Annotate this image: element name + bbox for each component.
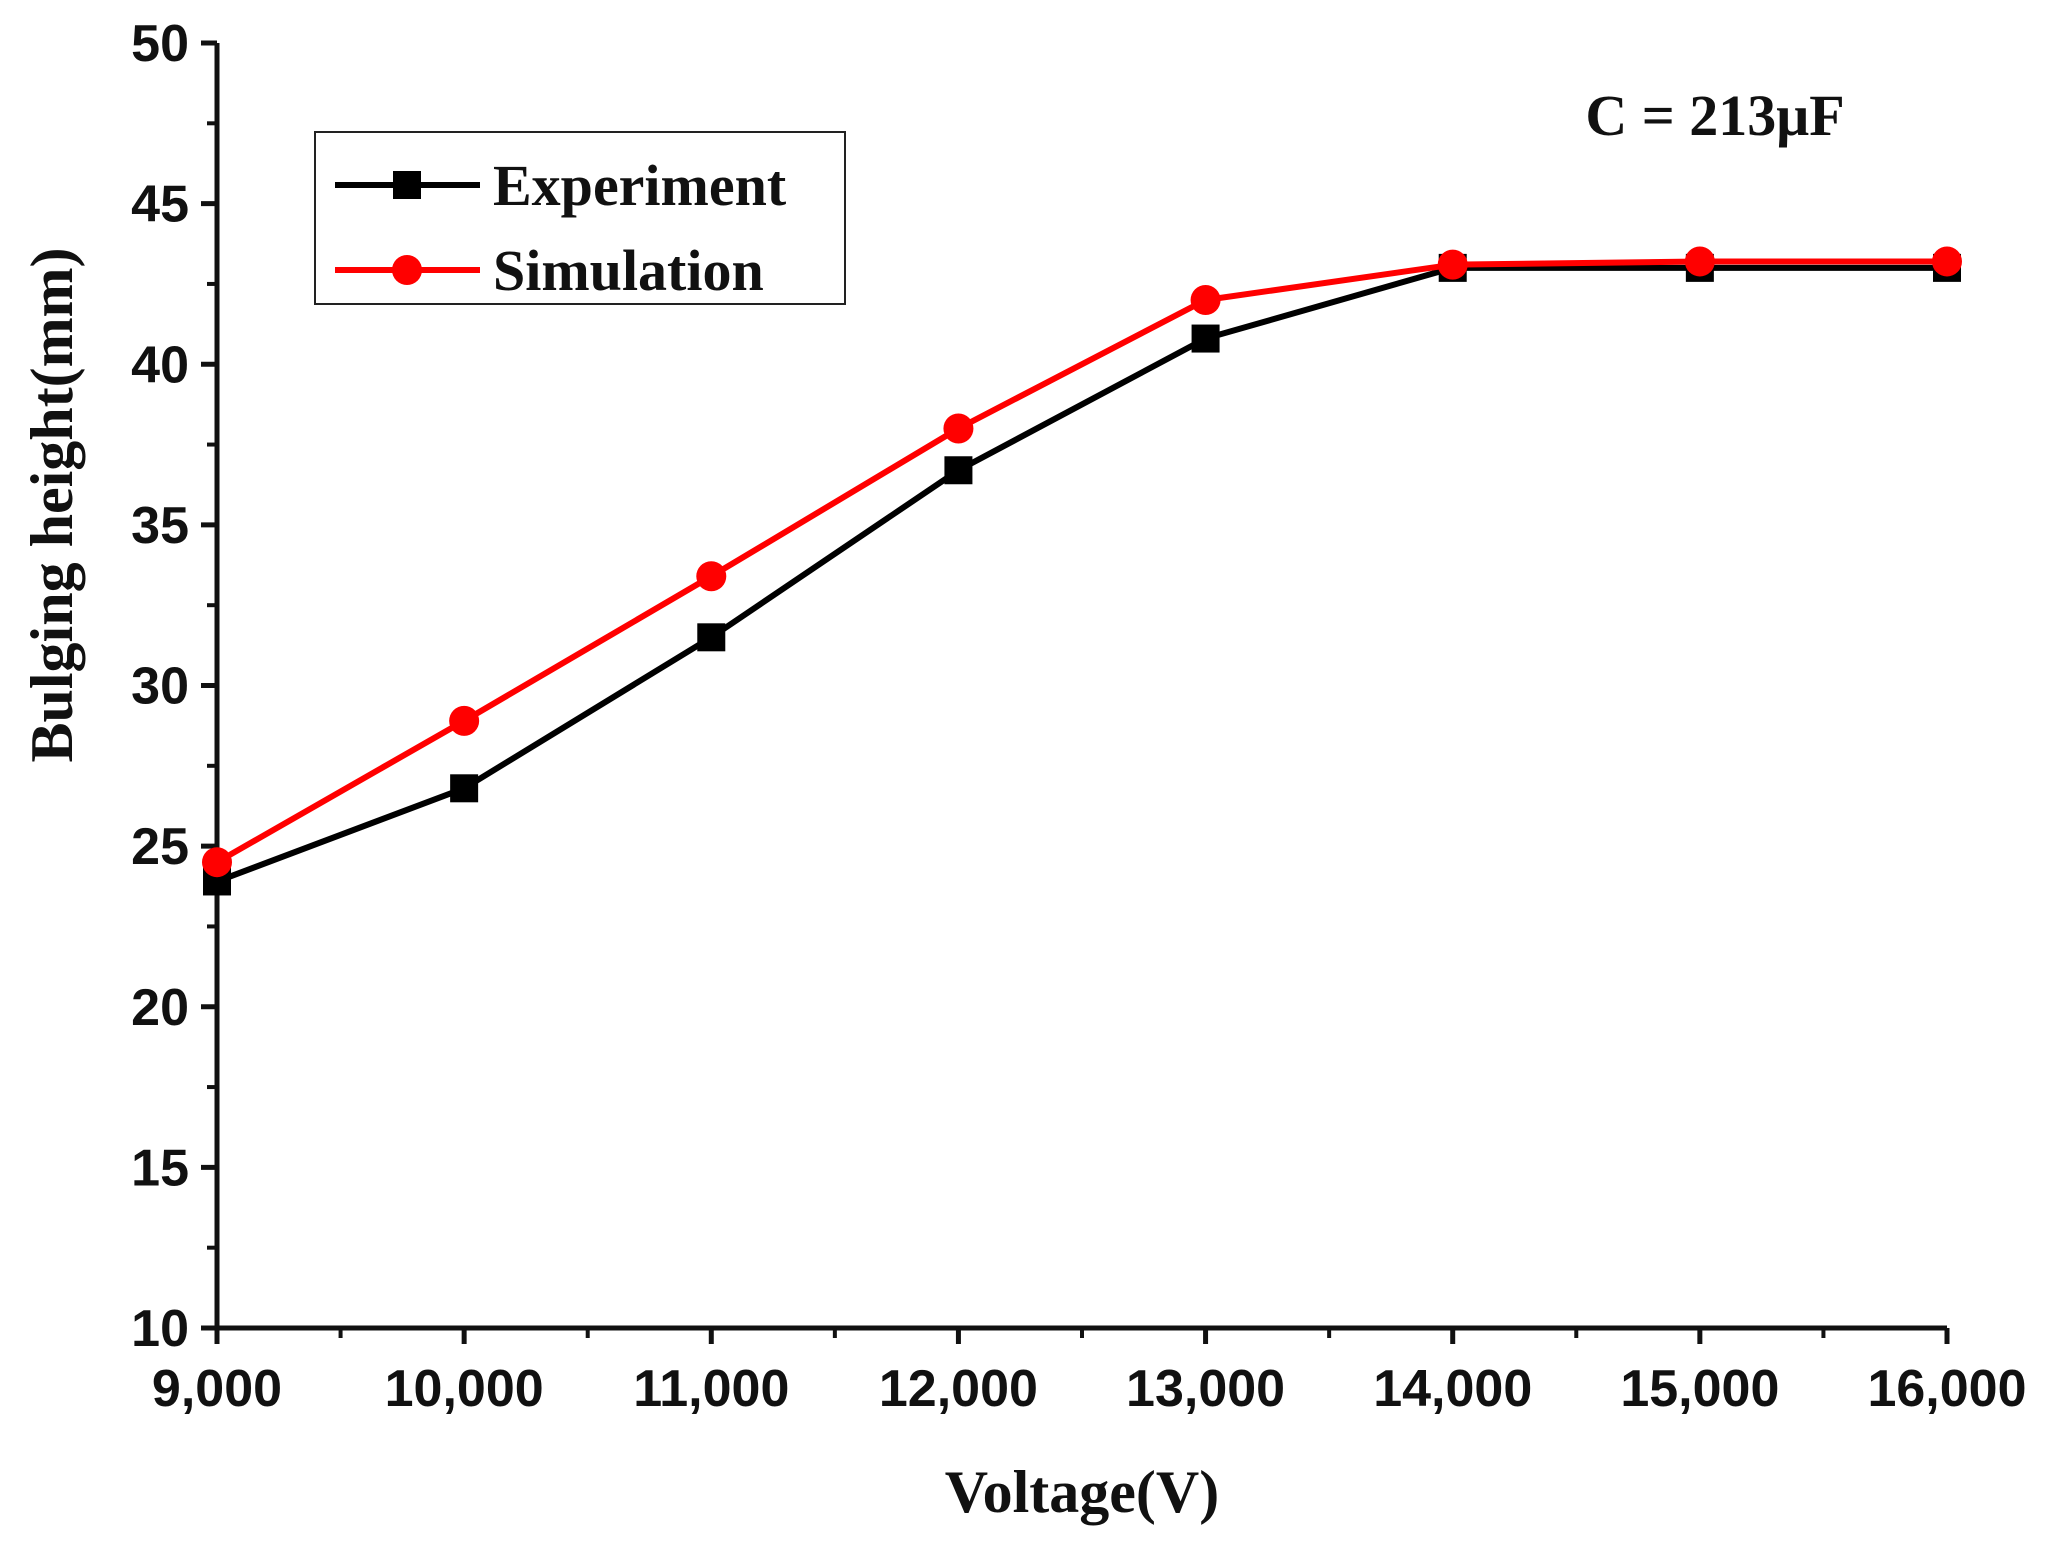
y-tick-label: 50 bbox=[131, 15, 189, 73]
legend-label-experiment: Experiment bbox=[493, 153, 787, 218]
x-tick-label: 15,000 bbox=[1620, 1360, 1779, 1418]
x-tick-label: 16,000 bbox=[1867, 1360, 2026, 1418]
legend-items: Experiment Simulation bbox=[335, 153, 787, 303]
data-point-circle bbox=[1932, 246, 1962, 277]
y-tick-label: 10 bbox=[131, 1300, 189, 1358]
data-point-circle bbox=[1684, 246, 1715, 277]
x-tick-label: 12,000 bbox=[879, 1360, 1038, 1418]
legend-marker-square bbox=[393, 171, 421, 199]
series-experiment bbox=[203, 253, 1961, 896]
x-axis-ticks: 9,000 10,000 11,000 12,000 13,000 14,000 15,00… bbox=[152, 1328, 2027, 1418]
y-tick-label: 20 bbox=[131, 979, 189, 1037]
x-tick-label: 9,000 bbox=[152, 1360, 282, 1418]
x-tick-label: 14,000 bbox=[1373, 1360, 1532, 1418]
data-point-square bbox=[944, 456, 973, 485]
data-point-square bbox=[450, 774, 479, 803]
data-point-square bbox=[1191, 324, 1220, 353]
data-point-circle bbox=[696, 561, 727, 592]
y-tick-label: 25 bbox=[131, 818, 189, 876]
legend-label-simulation: Simulation bbox=[493, 238, 764, 303]
series-layer bbox=[202, 246, 1962, 896]
y-tick-label: 40 bbox=[131, 336, 189, 394]
y-axis-title: Bulging height(mm) bbox=[19, 247, 85, 762]
data-point-circle bbox=[449, 705, 480, 736]
series-line bbox=[215, 264, 1947, 885]
data-point-circle bbox=[1190, 285, 1221, 315]
legend: Experiment Simulation bbox=[314, 131, 846, 305]
y-tick-label: 15 bbox=[131, 1139, 189, 1197]
legend-marker-circle bbox=[392, 255, 422, 285]
capacitance-annotation: C = 213μF bbox=[1585, 83, 1844, 148]
data-point-circle bbox=[202, 847, 232, 878]
x-tick-label: 10,000 bbox=[385, 1360, 544, 1418]
x-axis-title: Voltage(V) bbox=[945, 1459, 1219, 1525]
data-point-square bbox=[697, 623, 726, 652]
y-axis-ticks: 10 15 20 25 30 35 40 45 50 bbox=[131, 15, 217, 1358]
x-tick-label: 11,000 bbox=[633, 1360, 789, 1418]
series-line bbox=[215, 258, 1947, 865]
y-tick-label: 30 bbox=[131, 658, 189, 716]
y-tick-label: 45 bbox=[131, 176, 189, 234]
x-tick-label: 13,000 bbox=[1126, 1360, 1285, 1418]
y-tick-label: 35 bbox=[131, 497, 189, 555]
series-simulation bbox=[202, 246, 1962, 878]
data-point-circle bbox=[943, 413, 974, 444]
data-point-circle bbox=[1437, 249, 1468, 280]
